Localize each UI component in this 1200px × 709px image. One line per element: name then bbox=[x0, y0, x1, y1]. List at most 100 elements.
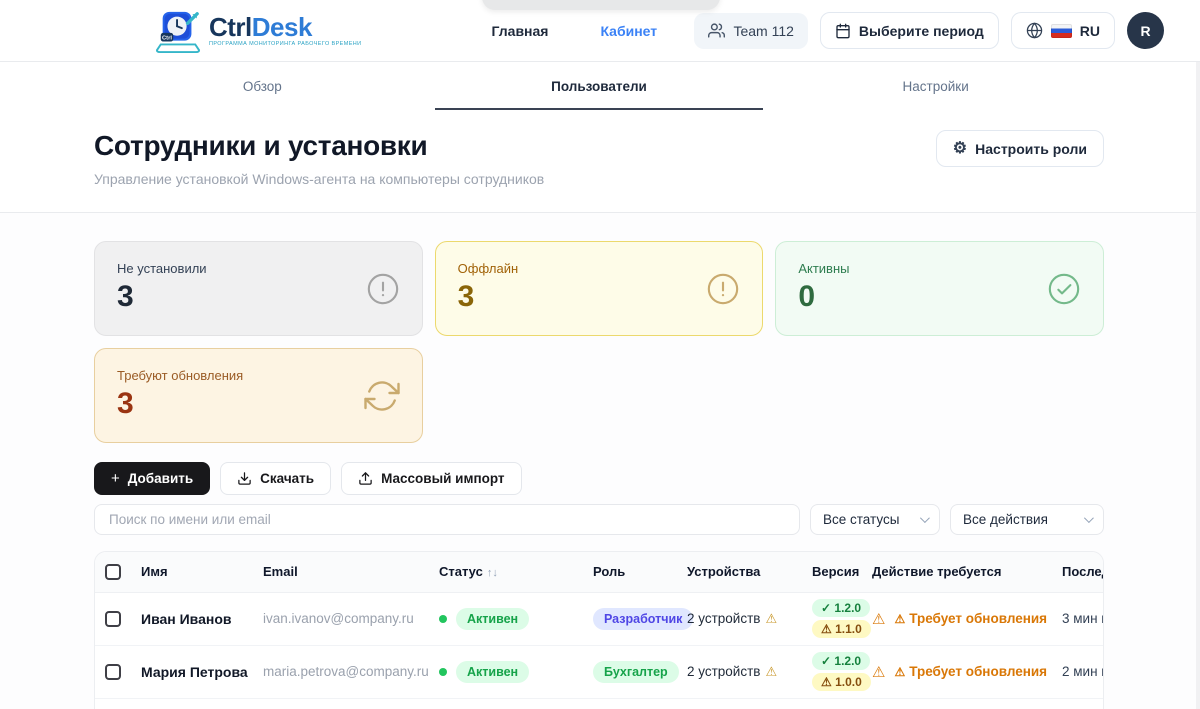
warning-triangle-icon: ⚠ bbox=[872, 663, 886, 681]
row-checkbox[interactable] bbox=[105, 663, 121, 680]
last-activity: 3 мин назад bbox=[1052, 592, 1103, 646]
col-email: Email bbox=[253, 552, 429, 593]
warning-triangle-icon: ⚠ bbox=[894, 612, 906, 626]
stat-card-active: Активны 0 bbox=[775, 241, 1104, 336]
status-dot bbox=[439, 614, 447, 623]
warning-triangle-icon: ⚠ bbox=[765, 610, 778, 626]
version-warn-badge: ⚠ 1.1.0 bbox=[812, 620, 871, 638]
download-icon bbox=[238, 472, 251, 485]
role-badge: Бухгалтер bbox=[593, 660, 679, 683]
language-label: RU bbox=[1079, 22, 1100, 39]
devices-count: 2 устройств bbox=[687, 663, 761, 679]
col-role: Роль bbox=[583, 552, 677, 593]
role-badge: Разработчик bbox=[593, 607, 694, 630]
users-icon bbox=[708, 23, 726, 38]
last-activity: 2 мин назад bbox=[1052, 645, 1103, 699]
devices-count: 2 устройств bbox=[687, 610, 761, 626]
action-filter-select[interactable]: Все действия bbox=[950, 504, 1104, 535]
action-required-text: ⚠ Требует обновления bbox=[894, 664, 1048, 679]
stat-card-offline: Оффлайн 3 bbox=[434, 241, 764, 336]
add-button[interactable]: + Добавить bbox=[94, 462, 211, 495]
brand-logo[interactable]: Ctrl CtrlDesk ПРОГРАММА МОНИТОРИНГА РАБО… bbox=[155, 8, 362, 54]
user-name: Иван Иванов bbox=[131, 592, 253, 646]
row-checkbox[interactable] bbox=[105, 610, 121, 627]
chevron-down-icon bbox=[1083, 513, 1094, 524]
stat-card-update-required: Требуют обновления 3 bbox=[94, 348, 423, 443]
tab-settings[interactable]: Настройки bbox=[902, 78, 969, 94]
table-row: Алексей Смирнов alexey.smirnov@company.r… bbox=[95, 698, 1103, 709]
sort-icon[interactable]: ↑↓ bbox=[486, 567, 498, 580]
language-button[interactable]: RU bbox=[1010, 12, 1115, 49]
bulk-import-button[interactable]: Массовый импорт bbox=[341, 462, 522, 495]
col-devices: Устройства bbox=[677, 552, 802, 593]
top-header: Ctrl CtrlDesk ПРОГРАММА МОНИТОРИНГА РАБО… bbox=[0, 0, 1200, 62]
svg-text:Ctrl: Ctrl bbox=[162, 35, 172, 41]
table-row: Иван Иванов ivan.ivanov@company.ru Актив… bbox=[95, 592, 1103, 646]
calendar-icon bbox=[836, 23, 850, 38]
nav-cabinet[interactable]: Кабинет bbox=[600, 22, 658, 39]
user-email: maria.petrova@company.ru bbox=[253, 645, 429, 699]
warning-triangle-icon: ⚠ bbox=[894, 665, 906, 679]
status-dot bbox=[439, 667, 447, 676]
warning-triangle-icon: ⚠ bbox=[872, 610, 886, 628]
users-table-card: Имя Email Статус ↑↓ Роль Устройства Верси… bbox=[94, 551, 1104, 709]
user-name: Алексей Смирнов bbox=[131, 698, 253, 709]
col-status[interactable]: Статус ↑↓ bbox=[429, 552, 583, 593]
brand-tagline: ПРОГРАММА МОНИТОРИНГА РАБОЧЕГО ВРЕМЕНИ bbox=[209, 40, 362, 47]
page-title: Сотрудники и установки bbox=[94, 130, 428, 161]
col-name: Имя bbox=[131, 552, 253, 593]
status-badge: Активен bbox=[456, 607, 530, 630]
check-circle-icon bbox=[1048, 273, 1080, 304]
user-email: alexey.smirnov@company.ru bbox=[253, 698, 429, 709]
page-subtitle: Управление установкой Windows-агента на … bbox=[94, 171, 545, 187]
team-label: Team 112 bbox=[733, 22, 794, 39]
last-activity: 5 мин назад bbox=[1052, 698, 1103, 709]
version-warn-badge: ⚠ 1.0.0 bbox=[812, 673, 871, 691]
table-row: Мария Петрова maria.petrova@company.ru А… bbox=[95, 645, 1103, 699]
period-label: Выберите период bbox=[858, 22, 984, 39]
status-badge: Активен bbox=[456, 660, 530, 683]
avatar[interactable]: R bbox=[1127, 12, 1164, 49]
action-buttons: + Добавить Скачать Массовый импорт bbox=[94, 462, 1200, 495]
download-button[interactable]: Скачать bbox=[220, 462, 332, 495]
select-all-checkbox[interactable] bbox=[105, 563, 121, 580]
globe-icon bbox=[1026, 22, 1042, 39]
alert-circle-icon bbox=[367, 273, 398, 304]
page-header: Сотрудники и установки Управление устано… bbox=[0, 110, 1200, 213]
main-content: Не установили 3 Оффлайн 3 Активны 0 Треб… bbox=[0, 213, 1200, 709]
configure-roles-label: Настроить роли bbox=[975, 140, 1087, 157]
ctrldesk-logo-icon: Ctrl bbox=[155, 11, 201, 53]
stat-cards: Не установили 3 Оффлайн 3 Активны 0 Треб… bbox=[94, 241, 1104, 443]
version-ok-badge: ✓ 1.2.0 bbox=[812, 599, 871, 617]
action-required-text: ⚠ Требует обновления bbox=[894, 611, 1048, 626]
user-name: Мария Петрова bbox=[131, 645, 253, 699]
user-email: ivan.ivanov@company.ru bbox=[253, 592, 429, 646]
table-header-row: Имя Email Статус ↑↓ Роль Устройства Верси… bbox=[95, 552, 1103, 593]
warning-triangle-icon: ⚠ bbox=[765, 663, 778, 679]
toast-remnant bbox=[482, 0, 720, 10]
search-input[interactable] bbox=[94, 504, 800, 535]
team-selector[interactable]: Team 112 bbox=[694, 12, 808, 49]
tab-overview[interactable]: Обзор bbox=[242, 78, 282, 94]
main-nav: Главная Кабинет bbox=[492, 23, 658, 39]
version-ok-badge: ✓ 1.2.0 bbox=[812, 652, 871, 670]
stat-card-not-installed: Не установили 3 bbox=[94, 241, 423, 336]
plus-icon: + bbox=[111, 470, 120, 487]
brand-name: CtrlDesk bbox=[209, 11, 312, 42]
refresh-icon bbox=[363, 380, 400, 411]
users-table: Имя Email Статус ↑↓ Роль Устройства Верси… bbox=[95, 552, 1103, 709]
alert-circle-icon bbox=[708, 273, 739, 304]
russia-flag-icon bbox=[1050, 23, 1072, 38]
scrollbar[interactable] bbox=[1196, 0, 1200, 709]
nav-home[interactable]: Главная bbox=[491, 22, 549, 39]
status-filter-select[interactable]: Все статусы bbox=[810, 504, 940, 535]
configure-roles-button[interactable]: ⚙ Настроить роли bbox=[935, 130, 1104, 167]
tab-users[interactable]: Пользователи bbox=[431, 62, 768, 110]
col-action-required: Действие требуется bbox=[862, 552, 1052, 593]
chevron-down-icon bbox=[919, 513, 930, 524]
gear-icon: ⚙ bbox=[952, 139, 968, 157]
col-version: Версия bbox=[802, 552, 862, 593]
period-button[interactable]: Выберите период bbox=[819, 12, 999, 49]
upload-icon bbox=[359, 472, 372, 485]
filter-row: Все статусы Все действия bbox=[94, 504, 1104, 535]
